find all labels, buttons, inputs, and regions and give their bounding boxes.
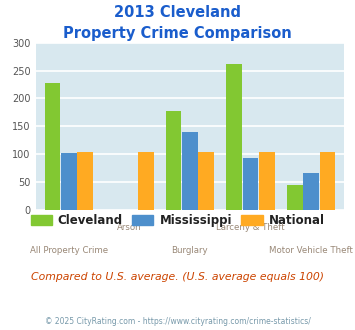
Text: Property Crime Comparison: Property Crime Comparison	[63, 26, 292, 41]
Bar	[320, 152, 335, 210]
Bar	[303, 174, 319, 210]
Text: 2013 Cleveland: 2013 Cleveland	[114, 5, 241, 20]
Bar	[138, 152, 154, 210]
Bar	[45, 83, 60, 210]
Bar	[287, 184, 302, 210]
Text: © 2025 CityRating.com - https://www.cityrating.com/crime-statistics/: © 2025 CityRating.com - https://www.city…	[45, 317, 310, 326]
Text: Burglary: Burglary	[171, 246, 208, 255]
Text: Arson: Arson	[117, 223, 142, 232]
Bar	[182, 132, 198, 210]
Bar	[61, 153, 77, 210]
Text: All Property Crime: All Property Crime	[30, 246, 108, 255]
Bar	[259, 152, 275, 210]
Bar	[166, 111, 181, 210]
Legend: Cleveland, Mississippi, National: Cleveland, Mississippi, National	[26, 209, 329, 232]
Text: Compared to U.S. average. (U.S. average equals 100): Compared to U.S. average. (U.S. average …	[31, 272, 324, 282]
Bar	[77, 152, 93, 210]
Text: Larceny & Theft: Larceny & Theft	[216, 223, 285, 232]
Bar	[198, 152, 214, 210]
Bar	[226, 64, 242, 210]
Bar	[242, 158, 258, 210]
Text: Motor Vehicle Theft: Motor Vehicle Theft	[269, 246, 353, 255]
